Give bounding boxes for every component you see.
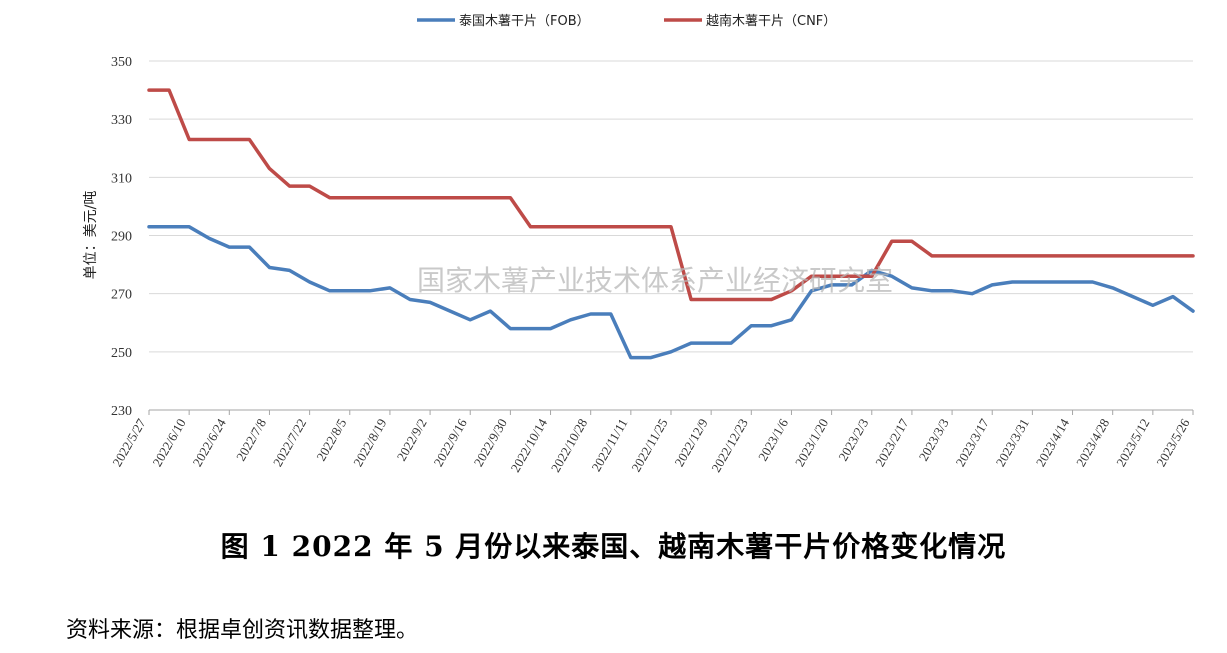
x-tick-label: 2022/8/5: [313, 416, 349, 464]
x-tick-label: 2023/5/12: [1113, 416, 1152, 469]
x-tick-label: 2022/6/10: [149, 416, 188, 469]
source-note: 资料来源：根据卓创资讯数据整理。: [66, 618, 419, 643]
x-tick-label: 2022/10/14: [508, 416, 551, 475]
x-tick-label: 2023/3/31: [993, 416, 1032, 469]
x-tick-label: 2022/7/22: [270, 416, 309, 469]
x-tick-label: 2022/10/28: [548, 416, 591, 475]
x-tick-label: 2023/4/14: [1033, 416, 1073, 470]
x-tick-label: 2022/8/19: [350, 416, 389, 469]
x-tick-label: 2023/2/3: [835, 416, 871, 464]
line-chart: 泰国木薯干片（FOB） 越南木薯干片（CNF） 230 250 270 290 310 33…: [83, 13, 1195, 475]
y-tick-label: 330: [111, 113, 132, 128]
x-tick-label: 2022/9/16: [430, 416, 470, 470]
x-tick-label: 2022/9/2: [394, 416, 430, 464]
y-tick-label: 250: [111, 346, 132, 361]
series-lines: [147, 88, 1195, 360]
x-tick-label: 2023/3/17: [952, 416, 992, 470]
x-tick-label: 2022/12/9: [671, 416, 710, 469]
x-tick-label: 2023/3/3: [916, 416, 952, 464]
y-axis-label: 单位：美元/吨: [83, 191, 99, 280]
series-line-2: [147, 88, 1195, 302]
x-tick-label: 2022/7/8: [233, 416, 269, 464]
y-tick-label: 290: [111, 230, 132, 245]
x-tick-label: 2022/6/24: [190, 416, 230, 470]
grid-lines: [149, 60, 1193, 353]
x-tick-label: 2023/1/20: [792, 416, 831, 469]
x-tick-label: 2022/11/25: [628, 416, 670, 474]
legend: 泰国木薯干片（FOB） 越南木薯干片（CNF）: [417, 13, 836, 29]
y-tick-label: 270: [111, 288, 132, 303]
y-tick-label: 230: [111, 404, 132, 419]
y-tick-label: 310: [111, 171, 132, 186]
watermark: 国家木薯产业技术体系产业经济研究室: [417, 264, 893, 297]
x-tick-label: 2023/2/17: [872, 416, 912, 470]
series-line-1: [147, 225, 1195, 360]
legend-label: 泰国木薯干片（FOB）: [459, 14, 590, 29]
legend-label: 越南木薯干片（CNF）: [706, 13, 836, 29]
x-tick-label: 2022/5/27: [109, 416, 149, 470]
x-axis: 2022/5/27 2022/6/10 2022/6/24 2022/7/8 2022/…: [109, 409, 1194, 475]
y-axis-ticks: 230 250 270 290 310 330 350: [111, 55, 132, 419]
figure-caption: 图 1 2022 年 5 月份以来泰国、越南木薯干片价格变化情况: [220, 530, 1007, 563]
y-tick-label: 350: [111, 55, 132, 70]
x-tick-label: 2023/4/28: [1073, 416, 1112, 469]
x-tick-label: 2023/1/6: [755, 416, 791, 464]
x-tick-label: 2022/9/30: [471, 416, 510, 469]
x-tick-label: 2023/5/26: [1153, 416, 1193, 470]
x-tick-label: 2022/12/23: [708, 416, 751, 475]
x-tick-label: 2022/11/11: [588, 416, 630, 474]
